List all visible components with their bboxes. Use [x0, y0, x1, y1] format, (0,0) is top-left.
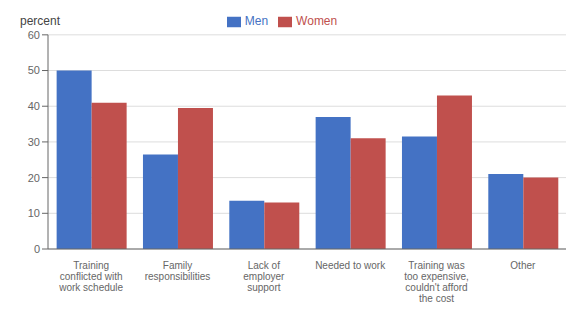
svg-text:20: 20	[28, 172, 40, 184]
svg-text:0: 0	[34, 243, 40, 255]
svg-text:50: 50	[28, 64, 40, 76]
svg-text:40: 40	[28, 100, 40, 112]
svg-text:Other: Other	[510, 260, 536, 271]
svg-text:10: 10	[28, 207, 40, 219]
svg-text:Needed to work: Needed to work	[315, 260, 386, 271]
svg-text:60: 60	[28, 29, 40, 41]
svg-text:Lack ofemployersupport: Lack ofemployersupport	[243, 260, 285, 293]
html-text:Women: Women	[296, 14, 338, 28]
svg-text:Training wastoo expensive,coul: Training wastoo expensive,couldn't affor…	[404, 260, 469, 304]
html-text:percent: percent	[20, 14, 60, 28]
svg-text:30: 30	[28, 136, 40, 148]
svg-text:Familyresponsibilities: Familyresponsibilities	[145, 260, 211, 282]
html-text:Men: Men	[244, 14, 269, 28]
svg-text:Trainingconflicted withwork sc: Trainingconflicted withwork schedule	[58, 260, 123, 293]
